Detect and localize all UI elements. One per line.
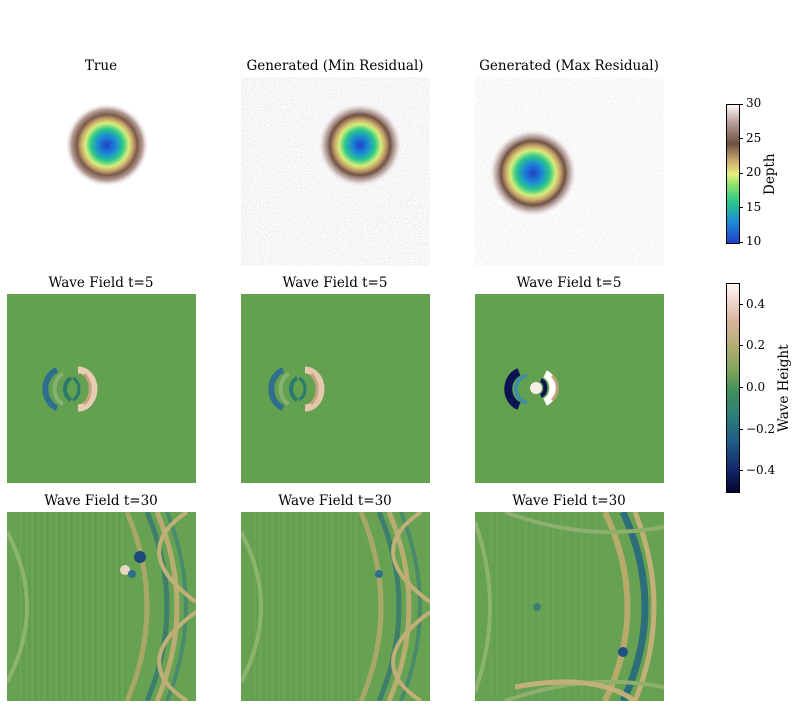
panel-title-wave-t5-b: Wave Field t=5 <box>282 275 388 291</box>
wave-tickmark-0.0 <box>739 387 743 388</box>
depth-tick-label-20: 20 <box>746 165 762 179</box>
wave-field-t5-min-residual <box>241 294 430 483</box>
wave-field-t30-min-residual <box>241 512 430 701</box>
depth-tickmark-10 <box>739 242 743 243</box>
depth-map-max-residual <box>475 77 664 266</box>
wave-tick-label-0.0: 0.0 <box>746 380 766 394</box>
wave-tick-label-0.4: 0.4 <box>746 297 766 311</box>
depth-tick-label-10: 10 <box>746 234 762 248</box>
depth-bump-max-residual <box>489 129 577 217</box>
depth-tickmark-20 <box>739 173 743 174</box>
depth-tickmark-30 <box>739 104 743 105</box>
wave-tick-label-neg0.2: −0.2 <box>746 422 776 436</box>
wave-tick-label-neg0.4: −0.4 <box>746 463 776 477</box>
depth-tickmark-15 <box>739 207 743 208</box>
depth-tick-label-30: 30 <box>746 96 762 110</box>
panel-title-wave-t30-b: Wave Field t=30 <box>278 493 392 509</box>
panel-title-wave-t30-c: Wave Field t=30 <box>512 493 626 509</box>
wave-tick-label-0.2: 0.2 <box>746 338 766 352</box>
depth-tickmark-25 <box>739 138 743 139</box>
wave-field-t30-true <box>7 512 196 701</box>
depth-map-true <box>7 77 196 266</box>
wave-tickmark-0.4 <box>739 304 743 305</box>
depth-colorbar <box>726 104 740 244</box>
depth-bump-true <box>65 103 149 187</box>
panel-title-wave-t5-a: Wave Field t=5 <box>48 275 154 291</box>
depth-map-min-residual <box>241 77 430 266</box>
wave-field-t5-true <box>7 294 196 483</box>
depth-bump-min-residual <box>318 103 402 187</box>
panel-title-wave-t5-c: Wave Field t=5 <box>516 275 622 291</box>
panel-title-true: True <box>84 58 118 74</box>
wave-field-t30-max-residual <box>475 512 664 701</box>
panel-title-max-residual: Generated (Max Residual) <box>479 58 659 74</box>
panel-title-min-residual: Generated (Min Residual) <box>246 58 424 74</box>
depth-tick-label-15: 15 <box>746 200 762 214</box>
wave-field-t5-max-residual <box>475 294 664 483</box>
wave-tickmark-0.2 <box>739 345 743 346</box>
wave-colorbar-label: Wave Height <box>776 344 792 433</box>
depth-tick-label-25: 25 <box>746 131 762 145</box>
panel-title-wave-t30-a: Wave Field t=30 <box>44 493 158 509</box>
wave-tickmark-neg0.4 <box>739 470 743 471</box>
wave-height-colorbar <box>726 283 740 493</box>
depth-colorbar-label: Depth <box>762 153 778 195</box>
wave-tickmark-neg0.2 <box>739 429 743 430</box>
wave-front-bright <box>77 366 98 412</box>
wave-front-dark <box>42 367 59 411</box>
